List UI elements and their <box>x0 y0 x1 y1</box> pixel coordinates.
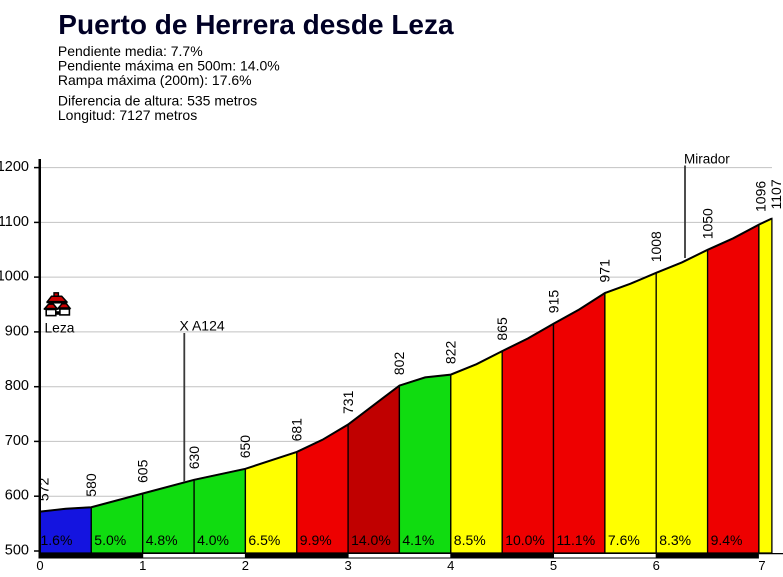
svg-text:915: 915 <box>545 290 561 314</box>
svg-text:8.5%: 8.5% <box>454 532 486 548</box>
svg-text:Pendiente máxima en 500m: 14.0: Pendiente máxima en 500m: 14.0% <box>58 58 280 74</box>
svg-text:9.9%: 9.9% <box>300 532 332 548</box>
svg-text:731: 731 <box>340 390 356 414</box>
svg-text:14.0%: 14.0% <box>351 532 391 548</box>
svg-text:1008: 1008 <box>648 231 664 262</box>
svg-text:500: 500 <box>5 543 29 559</box>
svg-text:11.1%: 11.1% <box>557 532 596 548</box>
svg-text:9.4%: 9.4% <box>711 532 743 548</box>
svg-text:681: 681 <box>289 418 305 442</box>
svg-text:4: 4 <box>447 558 454 573</box>
svg-text:4.1%: 4.1% <box>402 532 434 548</box>
svg-text:1: 1 <box>139 558 146 573</box>
svg-text:1000: 1000 <box>0 269 29 285</box>
svg-text:1100: 1100 <box>0 214 29 230</box>
svg-text:7.6%: 7.6% <box>608 532 640 548</box>
svg-text:800: 800 <box>5 378 29 394</box>
svg-text:Diferencia de altura: 535 metr: Diferencia de altura: 535 metros <box>58 93 257 109</box>
svg-text:802: 802 <box>391 352 407 376</box>
svg-text:6: 6 <box>653 558 660 573</box>
svg-text:5: 5 <box>550 558 557 573</box>
svg-text:Longitud: 7127 metros: Longitud: 7127 metros <box>58 107 197 123</box>
svg-text:650: 650 <box>237 435 253 459</box>
svg-text:600: 600 <box>5 488 29 504</box>
svg-text:Rampa máxima (200m): 17.6%: Rampa máxima (200m): 17.6% <box>58 72 252 88</box>
svg-text:10.0%: 10.0% <box>505 532 545 548</box>
svg-text:8.3%: 8.3% <box>659 532 691 548</box>
svg-text:7: 7 <box>758 558 765 573</box>
svg-text:605: 605 <box>135 459 151 483</box>
svg-text:700: 700 <box>5 433 29 449</box>
svg-text:1.6%: 1.6% <box>41 532 73 548</box>
svg-text:6.5%: 6.5% <box>248 532 280 548</box>
svg-text:Leza: Leza <box>45 320 75 335</box>
svg-text:4.8%: 4.8% <box>146 532 178 548</box>
svg-text:630: 630 <box>186 446 202 470</box>
svg-text:5.0%: 5.0% <box>94 532 126 548</box>
svg-text:Puerto de Herrera desde Leza: Puerto de Herrera desde Leza <box>58 9 454 40</box>
svg-text:1107: 1107 <box>768 179 783 209</box>
svg-text:900: 900 <box>5 323 29 339</box>
svg-text:0: 0 <box>36 558 43 573</box>
svg-text:2: 2 <box>242 558 249 573</box>
svg-text:Mirador: Mirador <box>684 152 730 167</box>
svg-text:1096: 1096 <box>752 181 768 212</box>
svg-text:1050: 1050 <box>699 208 715 239</box>
svg-text:865: 865 <box>494 317 510 341</box>
svg-text:1200: 1200 <box>0 159 29 175</box>
svg-text:Pendiente media: 7.7%: Pendiente media: 7.7% <box>58 43 203 59</box>
svg-text:580: 580 <box>83 473 99 497</box>
svg-text:572: 572 <box>35 478 51 502</box>
svg-text:X A124: X A124 <box>180 318 225 334</box>
svg-text:971: 971 <box>597 259 613 283</box>
svg-text:4.0%: 4.0% <box>197 532 229 548</box>
svg-text:3: 3 <box>344 558 351 573</box>
svg-text:822: 822 <box>443 341 459 365</box>
